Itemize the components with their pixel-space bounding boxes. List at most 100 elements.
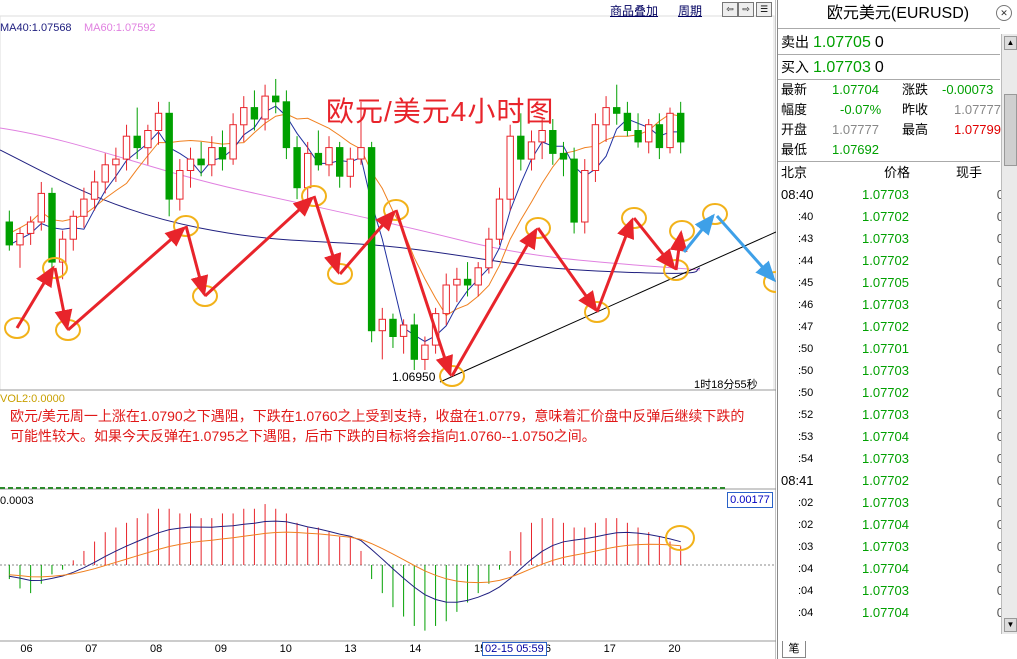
- tick-volume: 0: [997, 470, 1004, 492]
- candle-body: [176, 170, 184, 200]
- candle-body: [336, 147, 344, 177]
- candle-body: [634, 130, 642, 143]
- macd-tick-label: 0.0003: [0, 495, 34, 507]
- candle-body: [655, 124, 664, 149]
- sell-row[interactable]: 卖出 1.07705 0: [781, 31, 884, 53]
- annotation-arrow: [312, 195, 342, 275]
- buy-row[interactable]: 买入 1.07703 0: [781, 56, 884, 78]
- vol-label: VOL2:0.0000: [0, 393, 65, 405]
- scroll-down-icon[interactable]: ▼: [1004, 618, 1017, 632]
- annotation-arrow: [15, 265, 55, 329]
- scroll-up-icon[interactable]: ▲: [1004, 36, 1017, 50]
- candle-body: [101, 164, 109, 183]
- tick-volume: 0: [997, 294, 1004, 316]
- candle-body: [186, 158, 195, 172]
- chart-area[interactable]: 商品叠加 周期 ⇦ ⇨ ☰ MA40:1.07568 MA60:1.07592 …: [0, 0, 776, 659]
- candle-body: [517, 135, 525, 160]
- period-button[interactable]: 周期: [678, 4, 703, 18]
- candle-body: [346, 158, 355, 177]
- tick-time: :45: [798, 277, 814, 289]
- x-tick-label: 07: [85, 643, 98, 655]
- tab-trades[interactable]: 笔: [782, 641, 806, 658]
- tick-volume: 0: [997, 272, 1004, 294]
- candle-body: [463, 278, 472, 286]
- tick-time: 08:41: [781, 473, 814, 488]
- overlay-button[interactable]: 商品叠加: [610, 4, 659, 18]
- candle-body: [474, 267, 482, 286]
- low-price-label: 1.06950: [392, 370, 436, 384]
- candle-body: [613, 107, 621, 114]
- scrollbar-thumb[interactable]: [1004, 94, 1017, 166]
- tick-price: 1.07702: [862, 209, 909, 224]
- tick-volume: 0: [997, 536, 1004, 558]
- divider: [778, 54, 1000, 55]
- tick-price: 1.07703: [862, 297, 909, 312]
- tick-price: 1.07704: [862, 517, 909, 532]
- annotation-arrow: [53, 267, 73, 331]
- time-cursor-label: 02-15 05:59: [482, 642, 547, 656]
- candle-body: [240, 107, 248, 126]
- candle-body: [58, 238, 67, 263]
- candle-body: [5, 221, 13, 246]
- tick-row: :04 1.07704 0: [778, 602, 1010, 624]
- tick-vol-header: 现手: [956, 165, 983, 180]
- candle-body: [229, 124, 237, 160]
- divider: [778, 161, 1000, 162]
- tick-price: 1.07703: [862, 187, 909, 202]
- annotation-arrow: [669, 230, 688, 271]
- tick-time: :52: [798, 409, 814, 421]
- tick-row: :50 1.07702 0: [778, 382, 1010, 404]
- tick-row: :03 1.07703 0: [778, 536, 1010, 558]
- candle-body: [602, 107, 610, 126]
- candle-body: [272, 95, 280, 103]
- scrollbar[interactable]: ▲ ▼: [1001, 34, 1017, 634]
- tick-time: :04: [798, 563, 814, 575]
- stat-change: 涨跌: [902, 82, 929, 97]
- stat-high-value: 1.07799: [954, 122, 1001, 137]
- candle-body: [645, 124, 653, 143]
- tick-time: :02: [798, 497, 814, 509]
- sell-volume: 0: [874, 34, 884, 51]
- tick-time: :03: [798, 541, 814, 553]
- annotation-arrow: [67, 226, 187, 332]
- back-icon[interactable]: ⇦: [722, 2, 738, 17]
- tick-price: 1.07705: [862, 275, 909, 290]
- menu-icon[interactable]: ☰: [756, 2, 772, 17]
- candle-body: [570, 158, 578, 223]
- candle-body: [378, 318, 387, 332]
- tick-price: 1.07703: [862, 451, 909, 466]
- tick-price: 1.07704: [862, 429, 909, 444]
- x-tick-label: 08: [150, 643, 163, 655]
- tick-time: :50: [798, 343, 814, 355]
- annotation-arrow: [338, 209, 396, 275]
- tick-time: :47: [798, 321, 814, 333]
- stat-high: 最高: [902, 122, 929, 137]
- stat-low-value: 1.07692: [832, 142, 879, 157]
- close-icon[interactable]: ✕: [996, 5, 1012, 21]
- tick-volume: 0: [997, 250, 1004, 272]
- tick-time: 08:40: [781, 187, 814, 202]
- tick-volume: 0: [997, 404, 1004, 426]
- tick-row: :46 1.07703 0: [778, 294, 1010, 316]
- annotation-arrow: [536, 227, 598, 313]
- macd-dea-line: [9, 531, 681, 584]
- tick-volume: 0: [997, 580, 1004, 602]
- forward-icon[interactable]: ⇨: [738, 2, 754, 17]
- candle-body: [197, 158, 205, 166]
- commentary-text: 欧元/美元周一上涨在1.0790之下遇阻，下跌在1.0760之上受到支持，收盘在…: [10, 408, 745, 444]
- stat-change-value: -0.00073: [942, 82, 994, 97]
- candle-body: [410, 324, 419, 360]
- candle-body: [538, 130, 546, 143]
- candle-body: [261, 95, 269, 120]
- tick-price: 1.07703: [862, 407, 909, 422]
- tick-volume: 0: [997, 426, 1004, 448]
- candlestick-chart[interactable]: [0, 0, 776, 659]
- annotation-arrow: [450, 227, 538, 377]
- stat-open: 开盘: [781, 122, 808, 137]
- tick-price: 1.07703: [862, 363, 909, 378]
- buy-volume: 0: [874, 59, 884, 76]
- annotation-circle: [669, 220, 695, 242]
- x-tick-label: 10: [279, 643, 292, 655]
- annotation-arrow: [632, 217, 676, 271]
- candle-body: [527, 141, 536, 160]
